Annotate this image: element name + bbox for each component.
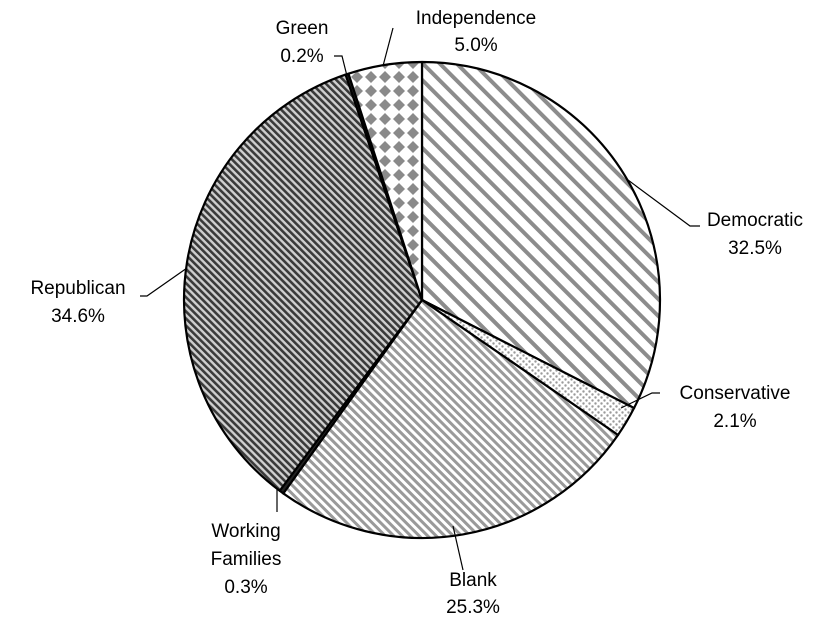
label-republican-name: Republican bbox=[30, 278, 125, 299]
label-democratic-pct: 32.5% bbox=[728, 238, 782, 259]
leader-democratic bbox=[627, 179, 700, 227]
leader-independence bbox=[382, 27, 394, 67]
label-conservative-pct: 2.1% bbox=[713, 411, 756, 432]
leader-green bbox=[334, 55, 348, 77]
label-independence-pct: 5.0% bbox=[454, 35, 497, 56]
leader-lines bbox=[140, 27, 700, 571]
leader-conservative bbox=[620, 392, 660, 409]
slice-blank bbox=[282, 298, 620, 540]
leader-republican bbox=[140, 267, 188, 297]
label-conservative-name: Conservative bbox=[680, 383, 791, 404]
label-green-pct: 0.2% bbox=[280, 46, 323, 67]
label-working-families-pct: 0.3% bbox=[224, 577, 267, 598]
label-blank-pct: 25.3% bbox=[446, 597, 500, 618]
slice-labels: Democratic 32.5% Conservative 2.1% Blank… bbox=[30, 8, 803, 618]
label-democratic-name: Democratic bbox=[707, 210, 803, 231]
label-republican-pct: 34.6% bbox=[51, 306, 105, 327]
slice-democratic bbox=[420, 60, 662, 410]
slice-republican bbox=[182, 73, 424, 492]
leader-blank bbox=[452, 525, 464, 571]
label-independence-name: Independence bbox=[416, 8, 536, 29]
label-working-families-name-2: Families bbox=[211, 549, 282, 570]
label-blank-name: Blank bbox=[449, 570, 497, 591]
label-working-families-name-1: Working bbox=[211, 521, 280, 542]
slice-independence bbox=[347, 60, 424, 302]
pie-slices bbox=[182, 60, 662, 540]
label-green-name: Green bbox=[276, 18, 329, 39]
